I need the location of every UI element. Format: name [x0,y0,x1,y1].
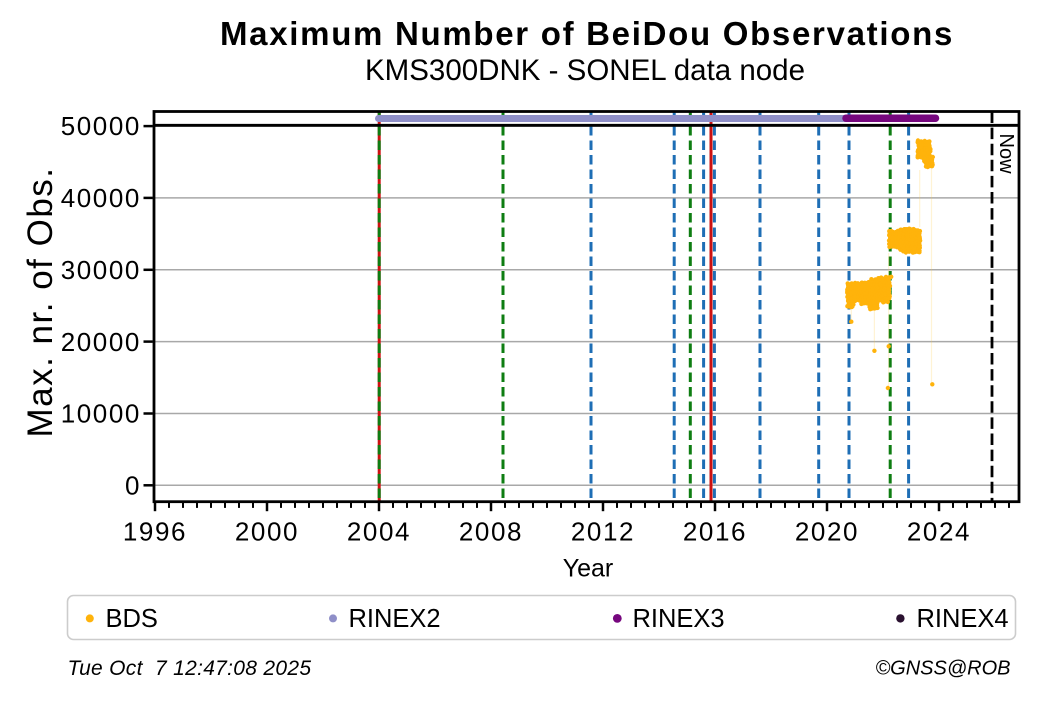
svg-text:Year: Year [563,555,614,583]
svg-text:Maximum Number of BeiDou Obser: Maximum Number of BeiDou Observations [220,15,954,52]
svg-text:RINEX3: RINEX3 [633,605,725,633]
svg-text:30000: 30000 [61,255,141,285]
svg-text:©GNSS@ROB: ©GNSS@ROB [875,658,1010,680]
svg-text:Now: Now [995,134,1017,175]
svg-text:40000: 40000 [61,183,141,213]
svg-text:20000: 20000 [61,327,141,357]
svg-text:1996: 1996 [123,517,187,547]
svg-text:RINEX2: RINEX2 [349,605,441,633]
svg-text:BDS: BDS [106,605,158,633]
svg-text:Tue Oct 7 12:47:08 2025: Tue Oct 7 12:47:08 2025 [68,657,312,680]
svg-text:KMS300DNK - SONEL data node: KMS300DNK - SONEL data node [365,54,805,87]
svg-text:2004: 2004 [347,517,411,547]
svg-text:2000: 2000 [235,517,299,547]
svg-text:50000: 50000 [61,111,141,141]
svg-text:2024: 2024 [907,517,971,547]
svg-text:10000: 10000 [61,399,141,429]
svg-text:2016: 2016 [683,517,747,547]
svg-text:Max. nr. of Obs.: Max. nr. of Obs. [21,166,60,437]
svg-text:2008: 2008 [459,517,523,547]
svg-text:2012: 2012 [571,517,635,547]
svg-text:0: 0 [125,471,141,501]
svg-text:RINEX4: RINEX4 [917,605,1009,633]
svg-text:2020: 2020 [795,517,859,547]
